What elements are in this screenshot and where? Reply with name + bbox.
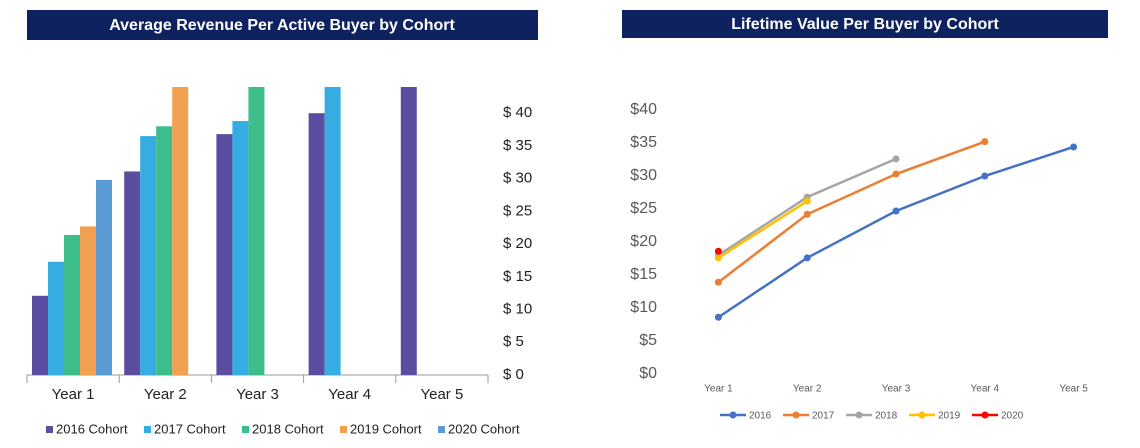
legend-dot	[918, 411, 926, 419]
point	[981, 172, 989, 180]
x-tick-label: Year 4	[971, 384, 1000, 395]
bar	[172, 87, 189, 375]
x-tick-label: Year 3	[236, 386, 279, 403]
x-tick-label: Year 1	[52, 386, 95, 403]
x-tick-label: Year 4	[328, 386, 371, 403]
y-tick-label: $20	[630, 233, 657, 250]
legend-swatch	[242, 426, 249, 433]
legend-swatch	[144, 426, 151, 433]
bar	[80, 226, 96, 375]
point	[1070, 143, 1078, 151]
legend-label: 2018 Cohort	[252, 421, 324, 436]
legend-dot	[981, 411, 989, 419]
y-tick-label: $25	[630, 200, 657, 217]
bar	[156, 126, 173, 375]
legend-label: 2020 Cohort	[448, 421, 520, 436]
x-tick-label: Year 5	[1059, 384, 1088, 395]
title-box	[27, 10, 538, 40]
y-tick-label: $5	[639, 332, 657, 349]
series-line	[717, 200, 808, 259]
point	[892, 207, 900, 215]
series-line	[717, 140, 986, 284]
y-tick-label: $ 40	[503, 104, 532, 121]
point	[803, 254, 811, 262]
y-tick-label: $10	[630, 299, 657, 316]
y-tick-label: $ 15	[503, 268, 532, 285]
y-tick-label: $ 25	[503, 202, 532, 219]
legend-label: 2017	[812, 411, 835, 422]
y-tick-label: $35	[630, 134, 657, 151]
legend-label: 2019 Cohort	[350, 421, 422, 436]
y-tick-label: $40	[630, 101, 657, 118]
legend-dot	[855, 411, 863, 419]
legend-swatch	[438, 426, 445, 433]
title-box	[622, 10, 1108, 38]
bar	[140, 136, 157, 375]
bar	[324, 87, 341, 375]
bar	[232, 121, 249, 375]
x-tick-label: Year 3	[882, 384, 911, 395]
bar	[96, 179, 112, 375]
bar	[48, 261, 64, 375]
point	[892, 170, 900, 178]
x-tick-label: Year 2	[793, 384, 822, 395]
y-tick-label: $ 5	[503, 333, 524, 350]
point	[714, 278, 722, 286]
bar	[64, 234, 80, 375]
y-tick-label: $ 0	[503, 366, 524, 383]
point	[714, 254, 722, 262]
legend-label: 2016 Cohort	[56, 421, 128, 436]
y-tick-label: $ 35	[503, 137, 532, 154]
legend-swatch	[340, 426, 347, 433]
legend-label: 2016	[749, 411, 772, 422]
bar	[308, 113, 325, 375]
y-tick-label: $30	[630, 167, 657, 184]
point	[892, 155, 900, 163]
chart-title: Average Revenue Per Active Buyer by Coho…	[109, 17, 455, 34]
y-tick-label: $0	[639, 365, 657, 382]
point	[981, 138, 989, 146]
x-tick-label: Year 1	[704, 384, 733, 395]
x-tick-label: Year 5	[420, 386, 463, 403]
y-tick-label: $ 10	[503, 301, 532, 318]
point	[803, 210, 811, 218]
bar	[32, 295, 48, 375]
y-tick-label: $ 20	[503, 235, 532, 252]
legend-label: 2020	[1001, 411, 1024, 422]
legend-label: 2019	[938, 411, 961, 422]
legend-dot	[792, 411, 800, 419]
bar	[124, 171, 141, 375]
point	[714, 247, 722, 255]
x-tick-label: Year 2	[144, 386, 187, 403]
chart-title: Lifetime Value Per Buyer by Cohort	[731, 16, 999, 33]
y-tick-label: $ 30	[503, 170, 532, 187]
point	[714, 313, 722, 321]
bar	[248, 87, 265, 375]
point	[803, 197, 811, 205]
bar	[400, 87, 417, 375]
legend-dot	[729, 411, 737, 419]
bar	[216, 134, 233, 375]
legend-label: 2017 Cohort	[154, 421, 226, 436]
legend-label: 2018	[875, 411, 898, 422]
legend-swatch	[46, 426, 53, 433]
y-tick-label: $15	[630, 266, 657, 283]
